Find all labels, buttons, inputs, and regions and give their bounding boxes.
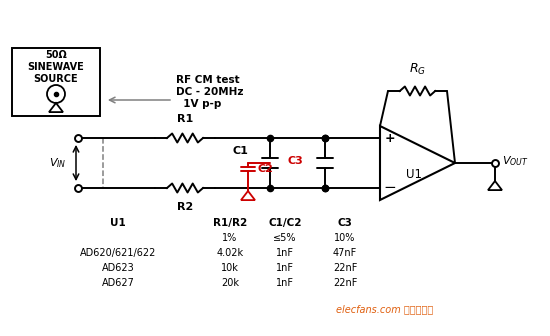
Text: C1/C2: C1/C2 — [268, 218, 302, 228]
Text: 20k: 20k — [221, 278, 239, 288]
Text: R2: R2 — [177, 202, 193, 212]
Text: R1: R1 — [177, 114, 193, 124]
Text: 22nF: 22nF — [333, 278, 357, 288]
Text: C2: C2 — [258, 164, 274, 174]
Text: C3: C3 — [287, 156, 303, 166]
Text: U1: U1 — [110, 218, 126, 228]
Text: AD620/621/622: AD620/621/622 — [80, 248, 156, 258]
Text: 1nF: 1nF — [276, 248, 294, 258]
Text: 47nF: 47nF — [333, 248, 357, 258]
Text: R1/R2: R1/R2 — [213, 218, 247, 228]
Text: RF CM test
DC - 20MHz
  1V p-p: RF CM test DC - 20MHz 1V p-p — [176, 75, 244, 109]
Text: AD623: AD623 — [102, 263, 134, 273]
Text: 1%: 1% — [222, 233, 238, 243]
Text: C1: C1 — [232, 146, 248, 156]
Text: −: − — [384, 180, 397, 196]
Text: $V_{OUT}$: $V_{OUT}$ — [502, 154, 529, 168]
Text: 10k: 10k — [221, 263, 239, 273]
FancyBboxPatch shape — [12, 48, 100, 116]
Text: ≤5%: ≤5% — [273, 233, 297, 243]
Text: +: + — [384, 131, 395, 144]
Text: 50Ω
SINEWAVE
SOURCE: 50Ω SINEWAVE SOURCE — [28, 50, 84, 84]
Text: 22nF: 22nF — [333, 263, 357, 273]
Text: elecfans.com 电子发烧友: elecfans.com 电子发烧友 — [337, 304, 433, 314]
Text: 1nF: 1nF — [276, 263, 294, 273]
Text: 1nF: 1nF — [276, 278, 294, 288]
Text: $V_{IN}$: $V_{IN}$ — [50, 156, 67, 170]
Text: C3: C3 — [338, 218, 353, 228]
Text: U1: U1 — [406, 168, 422, 181]
Text: $R_G$: $R_G$ — [409, 62, 426, 77]
Text: 10%: 10% — [334, 233, 356, 243]
Text: 4.02k: 4.02k — [217, 248, 244, 258]
Text: AD627: AD627 — [102, 278, 134, 288]
